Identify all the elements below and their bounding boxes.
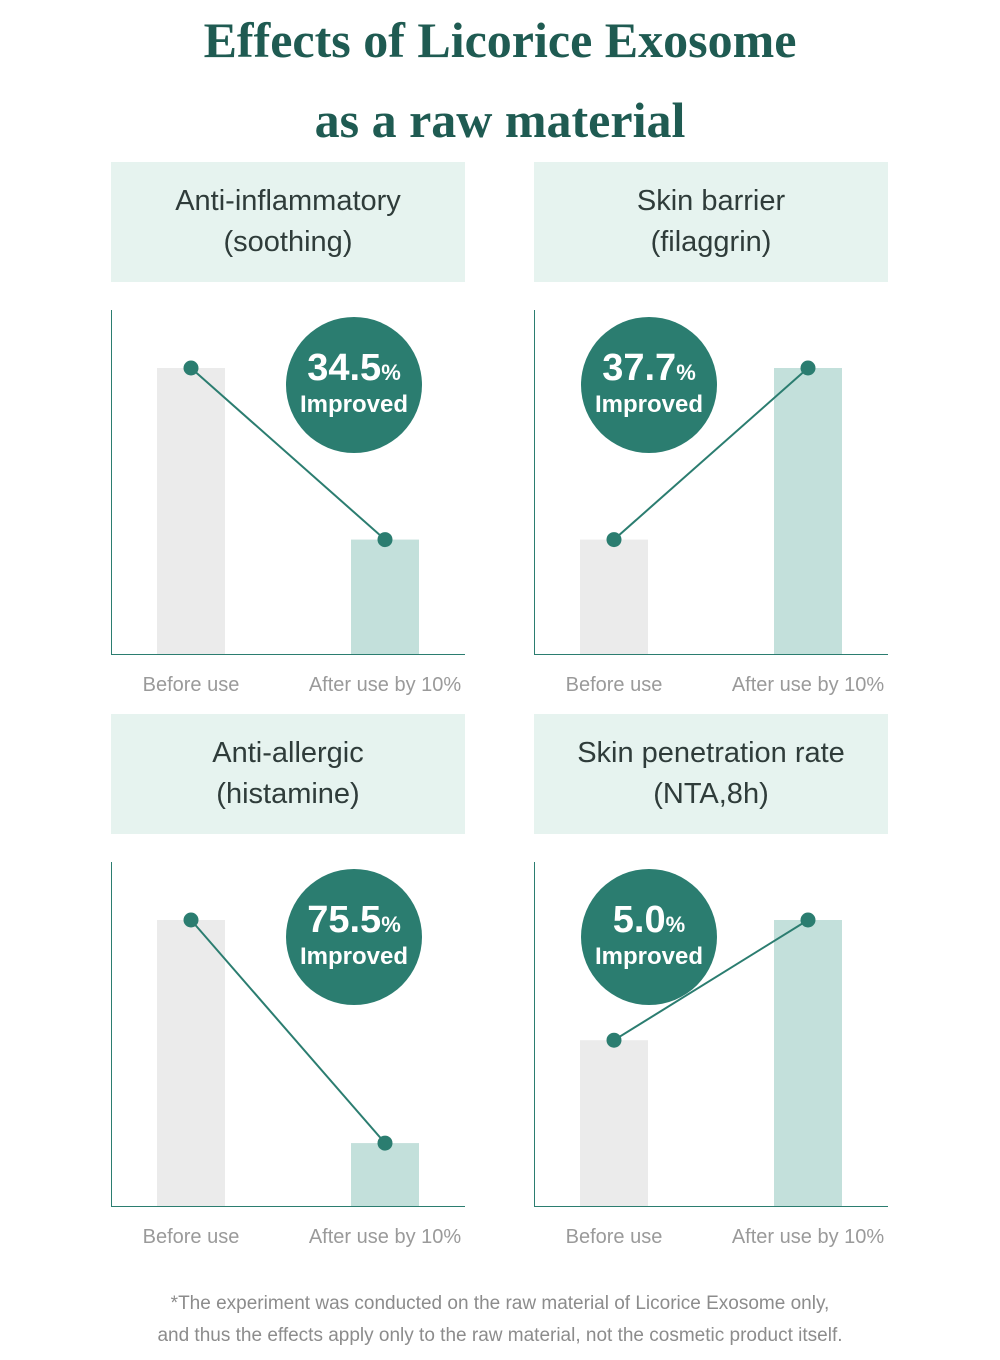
badge-label: Improved xyxy=(300,943,408,970)
chart-header: Anti-inflammatory (soothing) xyxy=(111,162,465,282)
point-before xyxy=(183,912,199,928)
trend-line xyxy=(613,367,809,541)
badge-unit: % xyxy=(381,912,401,937)
point-before xyxy=(606,532,622,548)
badge-value: 5.0% xyxy=(613,899,685,941)
chart-plot: 37.7%Improved xyxy=(534,310,888,655)
point-after xyxy=(800,912,816,928)
chart-title-line1: Anti-inflammatory xyxy=(175,185,401,217)
badge-number: 34.5 xyxy=(307,347,381,389)
badge-number: 37.7 xyxy=(602,347,676,389)
improvement-badge xyxy=(286,869,422,1005)
chart-title-line2: (NTA,8h) xyxy=(653,778,769,810)
trend-line xyxy=(190,367,386,541)
chart-title-line1: Anti-allergic xyxy=(212,737,364,769)
badge-label: Improved xyxy=(595,391,703,418)
x-tick-label-before: Before use xyxy=(565,1226,663,1248)
bar-after xyxy=(774,920,842,1206)
bar-after xyxy=(351,1143,419,1206)
improvement-badge xyxy=(286,317,422,453)
trend-line xyxy=(190,919,386,1144)
chart-plot: 34.5%Improved xyxy=(111,310,465,655)
badge-label: Improved xyxy=(595,943,703,970)
footnote: *The experiment was conducted on the raw… xyxy=(0,1288,1000,1352)
bar-before xyxy=(157,920,225,1206)
badge-unit: % xyxy=(381,360,401,385)
chart-title-line2: (filaggrin) xyxy=(650,226,772,258)
trend-line xyxy=(613,919,809,1042)
x-tick-label-before: Before use xyxy=(565,674,663,696)
point-after xyxy=(377,532,393,548)
chart-plot: 5.0%Improved xyxy=(534,862,888,1207)
bar-before xyxy=(157,368,225,654)
chart-header: Anti-allergic (histamine) xyxy=(111,714,465,834)
bar-after xyxy=(351,539,419,654)
bar-after xyxy=(774,368,842,654)
page-title-line2: as a raw material xyxy=(314,92,686,148)
badge-number: 75.5 xyxy=(307,899,381,941)
chart-title-line1: Skin barrier xyxy=(636,185,786,217)
badge-value: 75.5% xyxy=(307,899,401,941)
point-after xyxy=(800,360,816,376)
chart-header: Skin penetration rate (NTA,8h) xyxy=(534,714,888,834)
chart-title-line2: (histamine) xyxy=(216,778,360,810)
badge-unit: % xyxy=(676,360,696,385)
point-before xyxy=(606,1032,622,1048)
bar-before xyxy=(580,539,648,654)
point-after xyxy=(377,1135,393,1151)
x-tick-label-after: After use by 10% xyxy=(308,1226,462,1248)
x-tick-label-after: After use by 10% xyxy=(731,1226,885,1248)
badge-value: 37.7% xyxy=(602,347,696,389)
x-tick-label-after: After use by 10% xyxy=(308,674,462,696)
chart-header: Skin barrier (filaggrin) xyxy=(534,162,888,282)
badge-label: Improved xyxy=(300,391,408,418)
point-before xyxy=(183,360,199,376)
footnote-line1: *The experiment was conducted on the raw… xyxy=(170,1293,830,1314)
improvement-badge xyxy=(581,317,717,453)
improvement-badge xyxy=(581,869,717,1005)
chart-title-line2: (soothing) xyxy=(223,226,353,258)
chart-title-line1: Skin penetration rate xyxy=(577,737,845,769)
footnote-line2: and thus the effects apply only to the r… xyxy=(157,1325,843,1346)
x-tick-label-before: Before use xyxy=(142,674,240,696)
badge-unit: % xyxy=(666,912,686,937)
x-tick-label-before: Before use xyxy=(142,1226,240,1248)
chart-plot: 75.5%Improved xyxy=(111,862,465,1207)
badge-number: 5.0 xyxy=(613,899,666,941)
page-title-line1: Effects of Licorice Exosome xyxy=(203,12,797,68)
bar-before xyxy=(580,1040,648,1206)
x-tick-label-after: After use by 10% xyxy=(731,674,885,696)
badge-value: 34.5% xyxy=(307,347,401,389)
